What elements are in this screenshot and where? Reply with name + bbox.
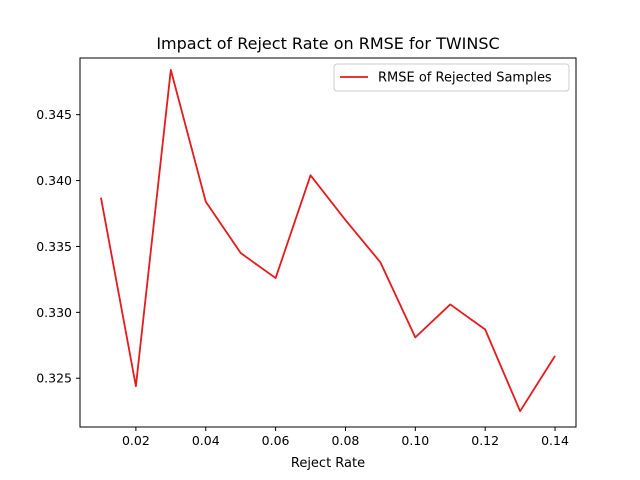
x-axis-label: Reject Rate (291, 456, 365, 471)
x-tick-label: 0.14 (541, 433, 569, 448)
y-tick-label: 0.335 (36, 239, 72, 254)
y-tick-label: 0.340 (36, 173, 72, 188)
x-tick-label: 0.10 (401, 433, 429, 448)
y-tick-label: 0.345 (36, 107, 72, 122)
y-tick-label: 0.330 (36, 305, 72, 320)
x-tick-label: 0.04 (192, 433, 220, 448)
y-axis-ticks: 0.325 0.330 0.335 0.340 0.345 (36, 107, 80, 386)
plot-area-frame (79, 57, 577, 428)
y-tick-label: 0.325 (36, 371, 72, 386)
x-tick-label: 0.08 (332, 433, 360, 448)
x-tick-label: 0.06 (262, 433, 290, 448)
series-layer (100, 68, 556, 413)
legend-box (333, 63, 570, 92)
chart-title: Impact of Reject Rate on RMSE for TWINSC (156, 34, 499, 53)
x-tick-label: 0.12 (471, 433, 499, 448)
series-line-0 (100, 68, 556, 413)
legend: RMSE of Rejected Samples (333, 63, 570, 92)
x-axis-ticks: 0.02 0.04 0.06 0.08 0.10 0.12 0.14 (122, 427, 569, 448)
x-tick-label: 0.02 (122, 433, 150, 448)
legend-label: RMSE of Rejected Samples (378, 71, 552, 86)
